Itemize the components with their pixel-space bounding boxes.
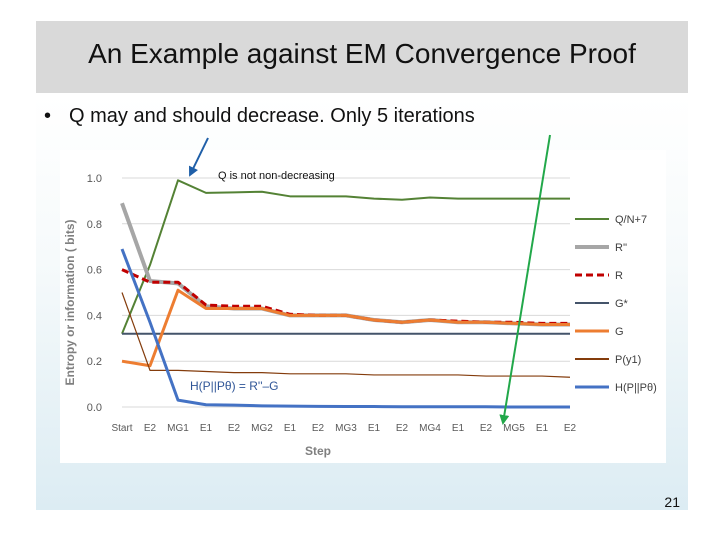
bullet-item: • Q may and should decrease. Only 5 itera… <box>44 105 475 128</box>
series-line <box>121 292 571 378</box>
legend-label: R'' <box>615 242 627 254</box>
bullet-text: Q may and should decrease. Only 5 iterat… <box>69 105 475 127</box>
x-tick-label: E1 <box>536 423 549 434</box>
title-bar: An Example against EM Convergence Proof <box>36 21 688 93</box>
x-tick-label: E2 <box>480 423 493 434</box>
y-tick-label: 0.2 <box>87 356 102 368</box>
x-tick-label: E1 <box>368 423 381 434</box>
chart-panel: 0.0 0.2 0.4 0.6 0.8 1.0 Start E2 MG1 E1 E2 MG2 E1 E2 M… <box>60 150 666 463</box>
legend-label: P(y1) <box>615 354 641 366</box>
series-line <box>121 179 570 335</box>
series-line <box>120 202 570 327</box>
legend-label: Q/N+7 <box>615 214 647 226</box>
bullet-dot: • <box>44 105 52 127</box>
x-tick-label: MG1 <box>167 423 189 434</box>
legend-label: G <box>615 326 624 338</box>
x-tick-label: E2 <box>564 423 577 434</box>
line-chart: 0.0 0.2 0.4 0.6 0.8 1.0 Start E2 MG1 E1 E2 MG2 E1 E2 M… <box>63 170 657 458</box>
y-tick-label: 0.8 <box>87 219 102 231</box>
legend-label: R <box>615 270 623 282</box>
y-axis-label: Entropy or information ( bits) <box>63 220 77 386</box>
y-tick-label: 0.0 <box>87 402 102 414</box>
y-tick-label: 0.4 <box>87 310 102 322</box>
y-tick-label: 0.6 <box>87 265 102 277</box>
x-tick-label: E1 <box>200 423 213 434</box>
series-line <box>121 288 570 368</box>
x-axis-label: Step <box>305 444 331 458</box>
x-tick-label: Start <box>111 423 132 434</box>
x-tick-label: MG4 <box>419 423 441 434</box>
annotation-q-not-non-decreasing: Q is not non-decreasing <box>218 170 335 182</box>
x-tick-label: E1 <box>284 423 297 434</box>
x-tick-label: E2 <box>144 423 157 434</box>
x-tick-label: E2 <box>396 423 409 434</box>
annotation-h-formula: H(P||Pθ) = R''–G <box>190 379 279 393</box>
x-tick-label: E2 <box>228 423 241 434</box>
legend-label: G* <box>615 298 629 310</box>
y-tick-label: 1.0 <box>87 173 102 185</box>
x-tick-label: E1 <box>452 423 465 434</box>
series-line <box>120 248 570 409</box>
x-tick-label: MG3 <box>335 423 357 434</box>
page-number: 21 <box>664 494 680 510</box>
x-tick-label: MG5 <box>503 423 525 434</box>
legend-label: H(P||Pθ) <box>615 382 657 394</box>
x-tick-label: MG2 <box>251 423 273 434</box>
slide-title: An Example against EM Convergence Proof <box>88 38 636 69</box>
x-tick-label: E2 <box>312 423 325 434</box>
